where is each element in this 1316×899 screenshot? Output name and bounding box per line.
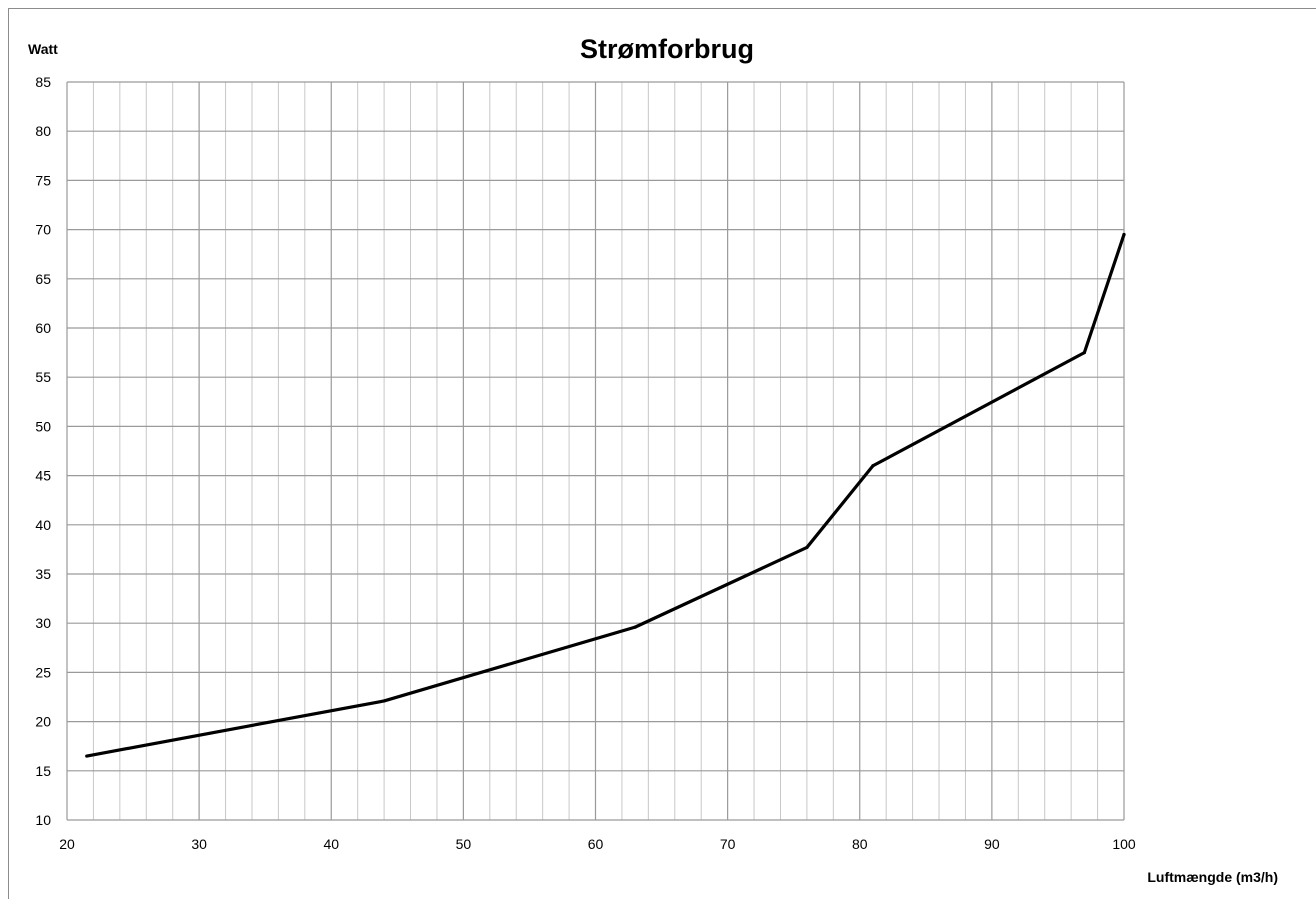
x-tick-label: 50 bbox=[456, 836, 472, 852]
x-tick-label: 100 bbox=[1112, 836, 1136, 852]
data-point bbox=[871, 464, 875, 468]
x-tick-label: 30 bbox=[191, 836, 207, 852]
series-line-0 bbox=[85, 232, 1126, 758]
x-axis-label: Luftmængde (m3/h) bbox=[1147, 869, 1278, 885]
x-tick-labels: 20 30 40 50 60 70 80 90 100 bbox=[59, 836, 1136, 852]
x-tick-label: 60 bbox=[588, 836, 604, 852]
x-tick-label: 70 bbox=[720, 836, 736, 852]
y-tick-label: 60 bbox=[35, 320, 51, 336]
x-tick-label: 20 bbox=[59, 836, 75, 852]
x-tick-label: 80 bbox=[852, 836, 868, 852]
data-point bbox=[382, 699, 386, 703]
y-axis-label: Watt bbox=[28, 41, 58, 57]
y-tick-label: 25 bbox=[35, 664, 51, 680]
y-tick-label: 55 bbox=[35, 369, 51, 385]
data-point bbox=[633, 625, 637, 629]
y-tick-label: 75 bbox=[35, 172, 51, 188]
y-tick-label: 40 bbox=[35, 517, 51, 533]
data-point bbox=[1122, 232, 1126, 237]
y-tick-label: 35 bbox=[35, 566, 51, 582]
y-tick-label: 30 bbox=[35, 615, 51, 631]
chart-frame bbox=[8, 8, 1316, 899]
series-layer bbox=[85, 232, 1126, 758]
y-tick-labels: 10 15 20 25 30 35 40 45 50 55 60 65 70 75 80 85 bbox=[35, 74, 51, 828]
chart-title: Strømforbrug bbox=[580, 34, 754, 64]
y-tick-label: 15 bbox=[35, 763, 51, 779]
minor-gridlines bbox=[92, 82, 1099, 820]
y-tick-label: 10 bbox=[35, 812, 51, 828]
y-tick-label: 50 bbox=[35, 418, 51, 434]
x-tick-label: 40 bbox=[323, 836, 339, 852]
x-tick-label: 90 bbox=[984, 836, 1000, 852]
y-tick-label: 45 bbox=[35, 468, 51, 484]
y-tick-label: 65 bbox=[35, 271, 51, 287]
y-tick-label: 70 bbox=[35, 222, 51, 238]
y-tick-label: 20 bbox=[35, 714, 51, 730]
y-tick-label: 85 bbox=[35, 74, 51, 90]
data-point bbox=[1082, 351, 1086, 355]
data-point bbox=[85, 754, 89, 758]
y-tick-label: 80 bbox=[35, 123, 51, 139]
data-point bbox=[805, 545, 809, 550]
